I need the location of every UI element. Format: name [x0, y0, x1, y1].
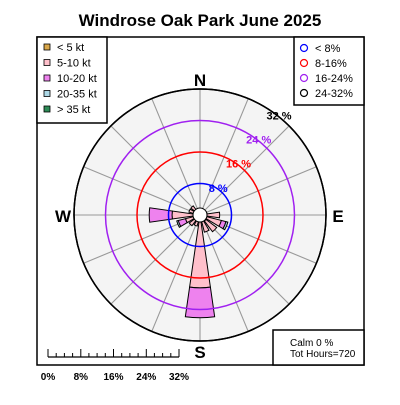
compass-north: N: [194, 71, 206, 90]
hours-text: Tot Hours=720: [290, 349, 356, 360]
speed-legend-label-4: > 35 kt: [57, 104, 90, 116]
ring-legend-label-2: 16-24%: [315, 73, 353, 85]
ring-legend-label-3: 24-32%: [315, 88, 353, 100]
speed-legend-label-3: 20-35 kt: [57, 89, 97, 101]
ring-label-32: 32 %: [266, 111, 291, 123]
speed-legend-swatch-1: [44, 60, 50, 66]
calm-center: [193, 208, 207, 222]
ring-label-8: 8 %: [209, 183, 228, 195]
ring-legend-label-1: 8-16%: [315, 58, 347, 70]
scale-label-2: 16%: [103, 372, 123, 383]
scale-label-0: 0%: [41, 372, 56, 383]
scale-label-1: 8%: [74, 372, 89, 383]
compass-south: S: [194, 343, 205, 362]
calm-text: Calm 0 %: [290, 338, 333, 349]
calm-hours-box: Calm 0 % Tot Hours=720: [273, 330, 364, 365]
petal-s-bin2: [185, 287, 214, 318]
scale-label-3: 24%: [136, 372, 156, 383]
compass-west: W: [55, 207, 72, 226]
speed-legend-label-0: < 5 kt: [57, 42, 84, 54]
speed-legend-label-1: 5-10 kt: [57, 58, 91, 70]
speed-legend: < 5 kt 5-10 kt 10-20 kt 20-35 kt > 35 kt: [37, 37, 107, 123]
ring-label-24: 24 %: [246, 135, 271, 147]
speed-legend-swatch-0: [44, 44, 50, 50]
scale-bar: 0% 8% 16% 24% 32%: [41, 349, 189, 383]
ring-legend: < 8% 8-16% 16-24% 24-32%: [294, 37, 364, 105]
chart-title: Windrose Oak Park June 2025: [79, 11, 322, 30]
scale-label-4: 32%: [169, 372, 189, 383]
ring-legend-label-0: < 8%: [315, 43, 341, 55]
ring-label-16: 16 %: [226, 159, 251, 171]
speed-legend-label-2: 10-20 kt: [57, 73, 97, 85]
speed-legend-swatch-4: [44, 106, 50, 112]
compass-east: E: [332, 207, 343, 226]
speed-legend-swatch-2: [44, 75, 50, 81]
speed-legend-swatch-3: [44, 91, 50, 97]
